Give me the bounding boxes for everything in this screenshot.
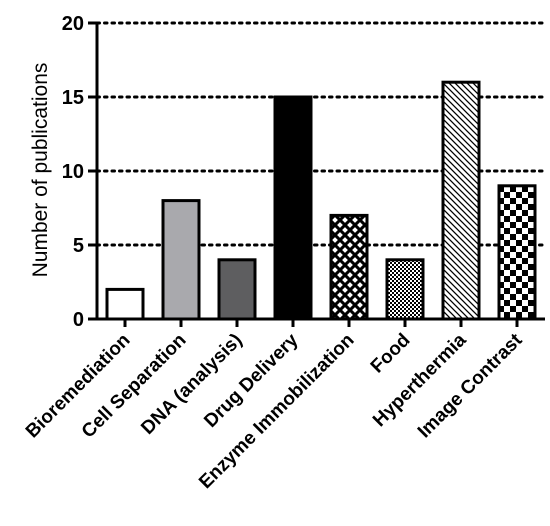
- x-category-label: Image Contrast: [414, 329, 527, 442]
- bar-drug-delivery: [273, 95, 313, 321]
- x-category-label: Cell Separation: [78, 330, 191, 443]
- x-category-label: Bioremediation: [22, 330, 135, 443]
- bar-hyperthermia: [441, 80, 481, 321]
- axes: [88, 21, 545, 327]
- bar-food: [385, 258, 425, 321]
- bar-dna-analysis: [217, 258, 257, 321]
- y-tick-label: 5: [73, 235, 84, 257]
- bar-image-contrast: [497, 184, 537, 321]
- y-tick-labels: 0 5 10 15 20: [62, 13, 84, 331]
- y-tick-label: 10: [62, 161, 84, 183]
- bar-enzyme-immobilization: [329, 213, 369, 321]
- bar-bioremediation: [105, 287, 145, 321]
- x-category-label: Food: [367, 330, 415, 378]
- bars: [105, 80, 537, 321]
- bar-cell-separation: [161, 199, 201, 321]
- y-tick-label: 20: [62, 13, 84, 35]
- x-category-label: DNA (analysis): [137, 330, 246, 439]
- y-tick-label: 15: [62, 87, 84, 109]
- y-tick-label: 0: [73, 309, 84, 331]
- y-axis-title: Number of publications: [29, 63, 52, 278]
